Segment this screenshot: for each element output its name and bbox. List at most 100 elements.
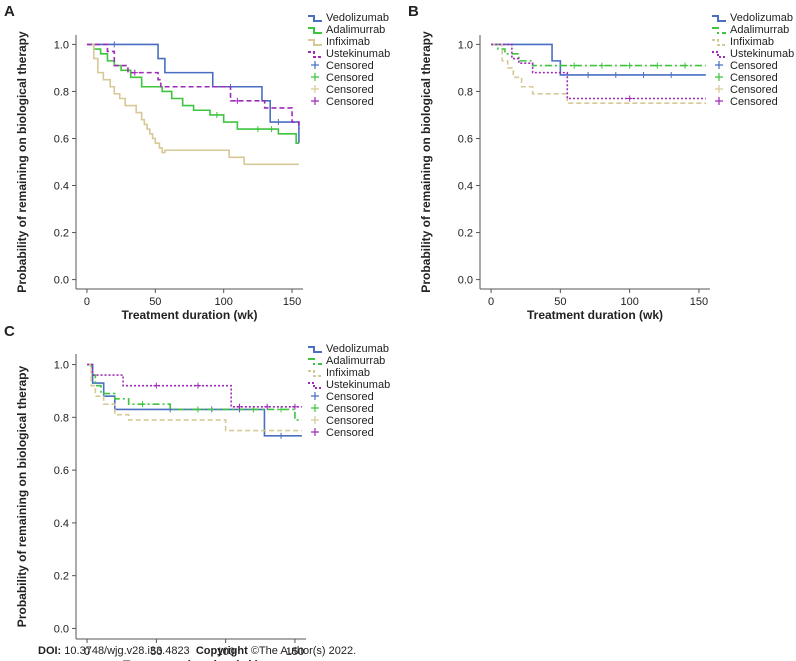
y-tick-label: 0.2 <box>54 571 69 583</box>
legend-line-swatch <box>308 358 322 365</box>
censor-mark <box>139 401 146 408</box>
censor-mark <box>682 62 689 69</box>
panel-b: B 0 50 100 150 0.0 0.2 0.4 0.6 0.8 1.0 Treatment du… <box>408 3 794 322</box>
series-line-adalimurrab <box>87 363 302 421</box>
x-tick-label: 150 <box>283 296 301 308</box>
y-tick-label: 0.0 <box>54 275 69 287</box>
legend-item: Censored <box>311 60 374 72</box>
doi-value: 10.3748/wjg.v28.i33.4823 <box>64 645 190 657</box>
y-axis-label: Probability of remaining on biological t… <box>15 31 29 293</box>
legend-label: Censored <box>326 391 374 403</box>
legend-label: Ustekinumab <box>326 48 390 60</box>
censor-mark <box>236 403 243 410</box>
legend-censor-swatch <box>715 73 723 81</box>
legend-censor-swatch <box>311 416 319 424</box>
legend-item: Censored <box>311 84 374 96</box>
legend-label: Censored <box>730 84 778 96</box>
censor-mark <box>264 403 271 410</box>
x-tick-label: 50 <box>149 296 161 308</box>
y-tick-label: 0.4 <box>54 181 69 193</box>
x-tick-label: 50 <box>150 646 162 658</box>
x-tick-label: 100 <box>215 296 233 308</box>
x-axis-label: Treatment duration (wk) <box>121 308 257 322</box>
series-line-ustekinumab <box>87 363 302 408</box>
censor-mark <box>268 126 275 133</box>
x-tick-label: 0 <box>84 296 90 308</box>
legend-item: Ustekinumab <box>308 48 390 60</box>
legend-label: Ustekinumab <box>326 379 390 391</box>
y-tick-label: 0.0 <box>458 275 473 287</box>
series-line-vedolizumab <box>491 43 706 76</box>
censor-mark <box>626 62 633 69</box>
x-axis-label: Treatment duration (wk) <box>527 308 663 322</box>
legend-item: Censored <box>311 427 374 439</box>
censor-mark <box>234 97 241 104</box>
legend-label: Vedolizumab <box>326 343 389 355</box>
legend-line-swatch <box>308 382 322 389</box>
legend-line-swatch <box>712 27 726 34</box>
series-line-infiximab <box>491 43 706 105</box>
legend-line-swatch <box>712 51 726 58</box>
y-tick-label: 0.8 <box>458 86 473 98</box>
legend-line-swatch <box>308 39 322 46</box>
x-tick-label: 0 <box>84 646 90 658</box>
y-tick-label: 1.0 <box>54 39 69 51</box>
y-axis-label: Probability of remaining on biological t… <box>15 365 29 627</box>
censor-mark <box>153 382 160 389</box>
legend-item: Censored <box>311 72 374 84</box>
legend-label: Infiximab <box>326 367 370 379</box>
legend-item: Vedolizumab <box>712 12 793 24</box>
legend-label: Adalimurrab <box>730 24 789 36</box>
series-line-infiximab <box>86 43 299 166</box>
legend-censor-swatch <box>715 97 723 105</box>
censor-mark <box>275 119 282 126</box>
legend-label: Censored <box>730 60 778 72</box>
censor-mark <box>291 403 298 410</box>
censor-mark <box>254 126 261 133</box>
legend-censor-swatch <box>311 428 319 436</box>
legend-item: Censored <box>311 415 374 427</box>
panel-label-c: C <box>4 323 15 340</box>
x-tick-label: 0 <box>488 296 494 308</box>
x-tick-label: 50 <box>554 296 566 308</box>
censor-mark <box>626 95 633 102</box>
y-tick-label: 0.6 <box>54 133 69 145</box>
legend-line-swatch <box>308 27 322 34</box>
legend-label: Ustekinumab <box>730 48 794 60</box>
legend-censor-swatch <box>715 61 723 69</box>
y-tick-label: 0.2 <box>458 228 473 240</box>
footer: DOI: 10.3748/wjg.v28.i33.4823 Copyright … <box>38 645 356 657</box>
legend-item: Infiximab <box>712 36 774 48</box>
censor-mark <box>612 71 619 78</box>
legend-item: Censored <box>311 96 374 108</box>
copyright-label: Copyright <box>195 645 248 657</box>
series-line-vedolizumab <box>87 363 302 437</box>
censor-mark <box>194 382 201 389</box>
series-line-adalimurrab <box>86 43 299 144</box>
legend-line-swatch <box>308 346 322 353</box>
panel-a: A 0 50 100 150 0.0 0.2 0.4 0.6 0.8 1.0 Treatment du… <box>4 3 390 322</box>
legend-item: Censored <box>715 84 778 96</box>
legend-item: Censored <box>715 60 778 72</box>
panel-label-b: B <box>408 3 419 20</box>
series-line-infiximab <box>87 363 302 432</box>
y-axis-label: Probability of remaining on biological t… <box>419 31 433 293</box>
legend-line-swatch <box>308 370 322 377</box>
legend-item: Infiximab <box>308 36 370 48</box>
legend-item: Vedolizumab <box>308 12 389 24</box>
legend-line-swatch <box>308 15 322 22</box>
legend-item: Ustekinumab <box>308 379 390 391</box>
series-line-ustekinumab <box>491 43 706 100</box>
legend-item: Censored <box>715 72 778 84</box>
censor-mark <box>668 71 675 78</box>
y-tick-label: 0.2 <box>54 228 69 240</box>
censor-mark <box>131 69 138 76</box>
legend-item: Censored <box>311 403 374 415</box>
legend-censor-swatch <box>311 392 319 400</box>
copyright-value: ©The Author(s) 2022. <box>250 645 357 657</box>
legend-label: Censored <box>730 72 778 84</box>
legend-label: Vedolizumab <box>730 12 793 24</box>
y-tick-label: 0.8 <box>54 86 69 98</box>
y-tick-label: 1.0 <box>54 360 69 372</box>
y-tick-label: 1.0 <box>458 39 473 51</box>
